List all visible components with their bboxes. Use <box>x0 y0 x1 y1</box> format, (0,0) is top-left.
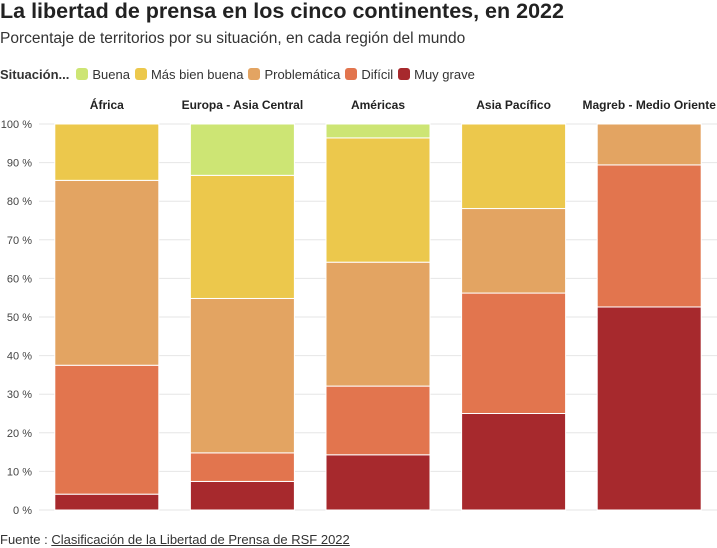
bars <box>54 123 702 511</box>
bar-segment-asia-pacifico-dificil[interactable] <box>461 292 567 414</box>
y-tick-label: 0 % <box>13 505 32 517</box>
bar-segment-africa-dificil[interactable] <box>54 364 160 495</box>
bar-segment-americas-dificil[interactable] <box>325 385 431 456</box>
y-tick-label: 100 % <box>1 119 32 131</box>
bar-segment-magreb-medio-oriente-problematica[interactable] <box>596 123 702 166</box>
bar-segment-europa-asia-central-mas-bien-buena[interactable] <box>189 174 295 299</box>
chart-title: La libertad de prensa en los cinco conti… <box>0 0 564 23</box>
source-line: Fuente : Clasificación de la Libertad de… <box>0 532 350 547</box>
chart-subtitle: Porcentaje de territorios por su situaci… <box>0 30 466 47</box>
source-link[interactable]: Clasificación de la Libertad de Prensa d… <box>51 532 350 547</box>
y-tick-label: 60 % <box>7 273 32 285</box>
legend-swatch-dificil <box>345 68 358 80</box>
y-tick-label: 70 % <box>7 235 32 247</box>
bar-segment-africa-mas-bien-buena[interactable] <box>54 123 160 181</box>
y-tick-label: 20 % <box>7 428 32 440</box>
category-label-africa: África <box>90 97 124 112</box>
legend-item-problematica[interactable]: Problemática <box>248 67 340 82</box>
category-label-asia-pacifico: Asia Pacífico <box>476 98 551 112</box>
legend-label-buena: Buena <box>92 66 130 82</box>
bar-segment-americas-mas-bien-buena[interactable] <box>325 137 431 263</box>
category-labels: África Europa - Asia Central Américas Asia … <box>90 97 716 112</box>
bar-segment-asia-pacifico-muy-grave[interactable] <box>461 413 567 511</box>
y-tick-label: 30 % <box>7 389 32 401</box>
y-tick-label: 80 % <box>7 196 32 208</box>
legend-label-dificil: Difícil <box>361 66 394 82</box>
legend-label-mas-bien-buena: Más bien buena <box>150 66 244 82</box>
legend-label-muy-grave: Muy grave <box>414 66 475 82</box>
bar-segment-americas-muy-grave[interactable] <box>325 454 431 511</box>
legend-item-muy-grave[interactable]: Muy grave <box>398 67 475 82</box>
bar-segment-europa-asia-central-muy-grave[interactable] <box>189 480 295 511</box>
legend-label-problematica: Problemática <box>264 66 341 82</box>
bar-segment-europa-asia-central-problematica[interactable] <box>189 297 295 454</box>
bar-segment-africa-problematica[interactable] <box>54 179 160 366</box>
bar-segment-europa-asia-central-buena[interactable] <box>189 123 295 176</box>
bar-segment-magreb-medio-oriente-muy-grave[interactable] <box>596 306 702 511</box>
category-label-americas: Américas <box>351 98 405 112</box>
bar-segment-americas-buena[interactable] <box>325 123 431 139</box>
source-prefix: Fuente : <box>0 532 52 547</box>
legend-swatch-buena <box>76 68 89 80</box>
category-label-europa-asia-central: Europa - Asia Central <box>182 98 304 112</box>
bar-segment-africa-muy-grave[interactable] <box>54 493 160 511</box>
legend-title: Situación... <box>0 66 70 82</box>
category-label-magreb-medio-oriente: Magreb - Medio Oriente <box>583 98 717 112</box>
bar-segment-magreb-medio-oriente-dificil[interactable] <box>596 164 702 308</box>
legend-swatch-mas-bien-buena <box>134 68 147 80</box>
y-tick-label: 10 % <box>7 466 32 478</box>
y-tick-label: 90 % <box>7 158 32 170</box>
bar-segment-asia-pacifico-mas-bien-buena[interactable] <box>461 123 567 210</box>
bar-segment-asia-pacifico-problematica[interactable] <box>461 208 567 294</box>
legend-item-dificil[interactable]: Difícil <box>345 67 393 82</box>
legend: Situación... Buena Más bien buena Proble… <box>0 65 480 83</box>
bar-segment-europa-asia-central-dificil[interactable] <box>189 452 295 482</box>
legend-swatch-problematica <box>248 68 261 80</box>
bar-segment-americas-problematica[interactable] <box>325 261 431 387</box>
legend-item-buena[interactable]: Buena <box>76 67 130 82</box>
legend-swatch-muy-grave <box>398 68 411 80</box>
y-tick-label: 40 % <box>7 351 32 363</box>
legend-item-mas-bien-buena[interactable]: Más bien buena <box>134 66 244 82</box>
y-axis-ticks: 0 % 10 % 20 % 30 % 40 % 50 % 60 % 70 % 80 % 90 % 1… <box>1 119 32 517</box>
y-tick-label: 50 % <box>7 312 32 324</box>
